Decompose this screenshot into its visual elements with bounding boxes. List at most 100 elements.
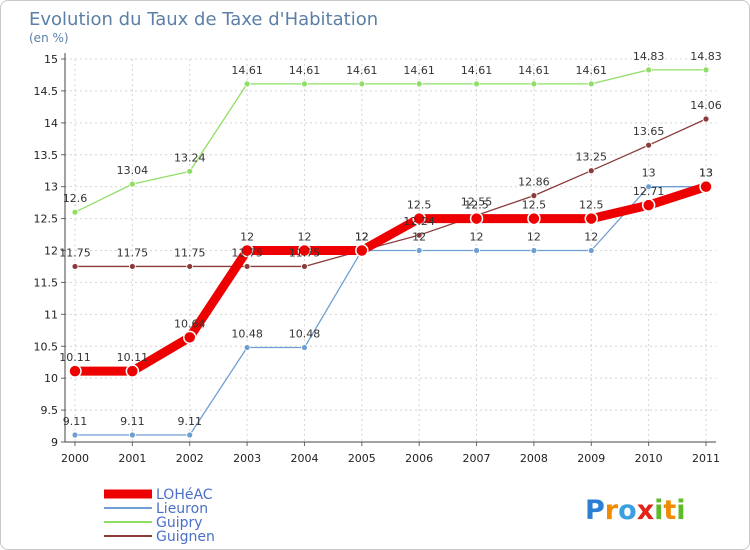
data-label-guignen: 11.75 [59, 246, 91, 259]
y-tick-label: 11.5 [34, 276, 59, 289]
data-point-guipry [71, 208, 79, 216]
data-point-lieuron [415, 247, 423, 254]
data-point-lieuron [301, 344, 308, 351]
data-label-lieuron: 10.48 [231, 328, 263, 341]
data-label-guipry: 14.61 [461, 64, 493, 77]
legend-label-guignen: Guignen [156, 529, 215, 545]
data-point-loh-ac [469, 211, 484, 226]
x-tick-label: 2008 [520, 452, 548, 465]
logo-letter: i [676, 495, 685, 526]
axes: 9 9.5 10 10.5 11 11.5 12 12.5 13 13.5 14 14.5 15 2000… [34, 53, 720, 465]
data-label-loh-ac: 12.5 [579, 199, 604, 212]
data-label-lieuron: 10.48 [289, 328, 321, 341]
series-line-guignen [74, 118, 707, 268]
data-point-lieuron [473, 247, 480, 254]
legend-label-loh-ac: LOHéAC [156, 487, 213, 503]
x-tick-label: 2010 [635, 452, 663, 465]
data-label-loh-ac: 12 [297, 231, 311, 244]
data-point-guipry [301, 80, 308, 88]
data-point-loh-ac [125, 364, 140, 378]
data-label-guignen: 11.75 [117, 246, 149, 259]
data-label-guignen: 12.55 [461, 195, 493, 208]
data-point-guignen [128, 263, 136, 270]
data-point-guipry [587, 80, 595, 88]
y-tick-label: 13 [44, 181, 58, 194]
data-point-guipry [473, 80, 480, 88]
data-label-loh-ac: 10.11 [59, 351, 91, 364]
data-point-guipry [702, 66, 710, 74]
data-point-guignen [243, 263, 251, 270]
data-label-loh-ac: 12.71 [633, 185, 665, 198]
data-point-guipry [243, 80, 251, 88]
data-point-loh-ac [527, 211, 541, 226]
data-point-guignen [702, 115, 710, 123]
x-tick-label: 2004 [290, 452, 318, 465]
data-label-guipry: 14.61 [346, 64, 378, 77]
data-label-guipry: 14.83 [633, 50, 665, 63]
x-tick-label: 2006 [405, 452, 433, 465]
data-point-guipry [530, 80, 538, 88]
y-tick-label: 14.5 [34, 85, 59, 98]
data-label-guignen: 12 [355, 231, 369, 244]
series-line-loh-ac [70, 182, 711, 376]
data-point-lieuron [243, 344, 251, 351]
data-point-loh-ac [641, 198, 656, 212]
data-point-guignen [186, 263, 194, 270]
data-point-lieuron [587, 247, 595, 254]
data-label-guipry: 14.61 [576, 64, 608, 77]
data-label-loh-ac: 12 [240, 231, 254, 244]
data-label-loh-ac: 12.5 [522, 199, 547, 212]
y-tick-label: 11 [44, 308, 58, 321]
data-label-guignen: 13.65 [633, 125, 665, 138]
data-point-guignen [587, 167, 595, 175]
x-tick-label: 2011 [692, 452, 720, 465]
data-label-lieuron: 9.11 [177, 415, 202, 428]
logo-letter: x [637, 495, 654, 526]
series-line-lieuron [74, 186, 707, 436]
chart-title: Evolution du Taux de Taxe d'Habitation [29, 9, 378, 30]
data-label-lieuron: 12 [584, 231, 598, 244]
data-point-guipry [186, 167, 194, 175]
data-label-lieuron: 12 [470, 231, 484, 244]
data-label-guipry: 13.04 [117, 164, 149, 177]
x-tick-label: 2001 [118, 452, 146, 465]
series-line-guipry [74, 69, 707, 213]
x-tick-label: 2000 [61, 452, 89, 465]
data-point-lieuron [128, 431, 136, 439]
data-label-lieuron: 13 [642, 167, 656, 180]
legend-label-guipry: Guipry [156, 515, 203, 531]
data-point-guignen [301, 263, 308, 270]
logo-letter: r [605, 495, 619, 526]
data-label-loh-ac: 13 [699, 167, 713, 180]
logo-text: Proxiti [585, 495, 686, 526]
data-label-guignen: 12.24 [403, 215, 435, 228]
series-lines [68, 66, 713, 439]
data-point-guipry [358, 80, 366, 88]
y-tick-label: 9.5 [41, 404, 59, 417]
data-label-guignen: 13.25 [576, 151, 608, 164]
logo-letter: t [663, 495, 676, 526]
data-point-guignen [645, 141, 653, 149]
data-label-lieuron: 9.11 [120, 415, 145, 428]
data-point-guipry [415, 80, 423, 88]
data-point-guignen [530, 192, 538, 200]
data-label-guignen: 11.75 [289, 246, 321, 259]
data-point-guignen [71, 263, 79, 270]
data-label-guipry: 13.24 [174, 151, 206, 164]
data-point-loh-ac [699, 179, 713, 194]
data-point-lieuron [186, 431, 194, 439]
data-point-guipry [128, 180, 136, 188]
y-tick-label: 14 [44, 117, 58, 130]
data-point-lieuron [71, 431, 79, 439]
y-tick-label: 13.5 [34, 149, 59, 162]
x-tick-label: 2005 [348, 452, 376, 465]
proxiti-logo: Proxiti [585, 495, 686, 526]
data-label-guipry: 14.61 [518, 64, 550, 77]
logo-letter: o [618, 495, 637, 526]
data-label-lieuron: 12 [412, 231, 426, 244]
data-point-loh-ac [584, 211, 599, 226]
data-point-lieuron [530, 247, 538, 254]
